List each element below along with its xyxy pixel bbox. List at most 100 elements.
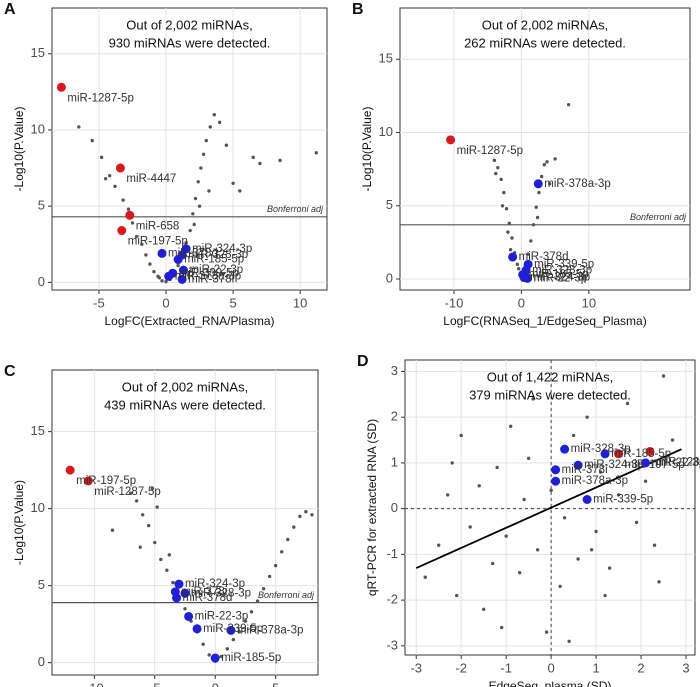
point-label: miR-339-5p [179,267,239,279]
highlight-point [56,82,66,92]
point-label: miR-658 [136,220,179,232]
panel-letter: B [352,1,364,18]
point [652,543,657,547]
point [197,204,202,208]
point [495,465,499,470]
point-label: miR-22-3p [533,272,587,284]
highlight-point [83,476,93,486]
point [217,120,222,125]
point-label: miR-324-3p [584,459,644,471]
x-axis-label: EdgeSeq_plasma (SD) [489,679,612,687]
point-label: miR-22-3p [195,610,249,622]
x-tick-label: 5 [229,295,236,310]
point [140,242,144,246]
y-tick-label: 10 [379,124,393,139]
point [506,230,510,234]
highlight-point [180,588,190,598]
point [607,566,612,570]
highlight-point [614,449,624,459]
highlight-point [125,210,135,220]
x-tick-label: 0 [212,680,219,687]
point-label: miR-185-5p [611,448,671,460]
x-tick-label: 10 [293,295,307,310]
point [292,525,296,529]
point [494,171,498,176]
point [237,630,242,634]
point-label: miR-378a-3p [562,475,628,487]
point [500,204,505,208]
x-tick-label: -5 [93,295,105,310]
y-tick-label: 10 [31,500,45,515]
point-label: miR-328-3p [191,587,251,599]
point [171,580,175,585]
point [542,163,547,167]
y-tick-label: 5 [386,197,393,212]
y-tick-label: 15 [31,45,45,60]
point [126,207,131,211]
point [208,125,212,129]
point-label: miR-378d [183,592,233,604]
y-tick-label: 15 [31,423,45,438]
point [508,248,513,252]
fit-line [415,448,682,569]
point [152,270,156,274]
point [544,630,549,634]
point [130,221,135,225]
point [153,540,157,545]
point-label: miR-378a-3p [237,624,303,636]
x-tick-label: -3 [410,660,422,675]
point [502,190,506,195]
point [147,523,151,528]
point [526,456,531,461]
point [490,561,495,566]
point [576,557,580,561]
point [188,228,192,233]
point [507,221,511,226]
point [148,262,152,266]
plot-area [51,369,319,676]
x-tick-label: -5 [149,680,161,687]
point [231,181,235,185]
point-label: miR-185-5p [184,254,244,266]
highlight-point [184,611,194,621]
annotation: Out of 2,002 miRNAs, [126,17,252,32]
highlight-point [645,446,655,456]
y-axis-label: -Log10(P.Value) [12,107,26,192]
point [134,499,139,503]
annotation: Out of 2,002 miRNAs, [122,379,248,394]
point [522,497,526,502]
point [231,637,236,642]
threshold-label: Bonferroni adj [258,590,315,600]
point [167,553,171,557]
point [107,173,112,178]
point [160,279,164,283]
point [191,212,195,216]
point-label: miR-1287-5p [656,457,700,469]
point [504,206,509,211]
point-label: miR-339-5p [534,258,594,270]
point [165,568,169,572]
point [589,548,594,552]
point [267,574,272,579]
point-label: miR-378i [562,464,608,476]
point [529,239,533,243]
point [450,461,454,465]
annotation: Out of 1,422 miRNAs, [487,369,613,384]
highlight-point [641,458,651,468]
point [99,155,104,160]
point-label: miR-339-5p [593,494,653,506]
point [155,505,159,509]
point [121,198,125,202]
point [310,513,314,517]
point [238,189,242,193]
highlight-point [173,255,183,265]
point [670,438,675,442]
point-label: miR-22-3p [189,264,243,276]
point [566,102,571,107]
point [517,570,522,575]
point [212,113,217,117]
point [423,575,427,579]
point-label: miR-185-5p [529,269,589,281]
point [535,215,540,220]
point [144,253,148,257]
